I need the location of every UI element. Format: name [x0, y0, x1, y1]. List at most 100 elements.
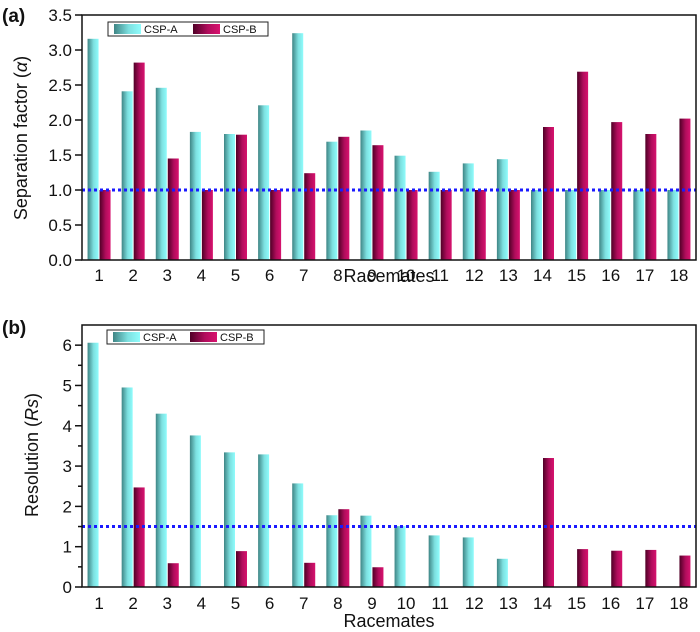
x-tick-label: 17 — [635, 266, 654, 285]
bar-csp-a-3 — [155, 87, 167, 260]
bar-csp-a-16 — [599, 190, 611, 260]
y-axis-title-symbol: Rs — [22, 399, 42, 421]
x-tick-label: 9 — [367, 266, 376, 285]
x-tick-label: 13 — [499, 594, 518, 613]
axes — [81, 324, 697, 588]
y-ticks: 0 1 2 3 4 5 6 — [63, 336, 82, 597]
y-tick-label: 0.0 — [48, 251, 72, 270]
bar-csp-a-4 — [189, 131, 201, 260]
legend-label-csp-b: CSP-B — [220, 332, 254, 344]
x-ticks: 1 2 3 4 5 6 7 8 9 10 11 12 13 14 15 16 17 18 — [94, 594, 688, 613]
bar-csp-b-9 — [372, 145, 384, 260]
bar-csp-a-1 — [87, 38, 99, 260]
bar-csp-a-5 — [224, 452, 235, 587]
y-tick-label: 3.0 — [48, 41, 72, 60]
bar-csp-a-3 — [155, 413, 167, 587]
x-tick-label: 4 — [197, 266, 206, 285]
bar-csp-a-2 — [121, 91, 133, 260]
bar-csp-b-7 — [304, 173, 316, 260]
y-axis-title-end: ) — [11, 56, 31, 62]
y-tick-label: 2 — [63, 497, 72, 516]
bar-csp-a-6 — [258, 454, 270, 587]
bar-csp-a-10 — [394, 155, 406, 260]
x-tick-label: 16 — [601, 266, 620, 285]
x-tick-label: 9 — [367, 594, 376, 613]
x-tick-label: 16 — [601, 594, 620, 613]
x-tick-label: 2 — [128, 266, 137, 285]
legend: CSP-A CSP-B — [107, 21, 269, 37]
x-axis-title: Racemates — [343, 611, 434, 631]
bar-csp-b-5 — [236, 551, 247, 587]
bar-csp-a-6 — [258, 105, 270, 260]
panel-label: (b) — [2, 318, 26, 339]
x-tick-label: 5 — [231, 594, 240, 613]
bar-csp-a-11 — [428, 535, 440, 587]
y-axis-title-main: Resolution ( — [22, 421, 42, 517]
panel-label: (a) — [2, 6, 25, 27]
x-tick-label: 15 — [567, 594, 586, 613]
y-tick-label: 3.5 — [48, 6, 72, 25]
bar-csp-b-11 — [440, 190, 452, 260]
bar-csp-b-1 — [99, 190, 111, 260]
bar-csp-b-6 — [270, 190, 282, 260]
x-tick-label: 12 — [465, 266, 484, 285]
bar-csp-a-7 — [292, 483, 304, 587]
bar-csp-b-16 — [611, 550, 623, 587]
bar-csp-b-9 — [372, 567, 384, 587]
bar-csp-b-12 — [474, 190, 486, 260]
x-tick-label: 10 — [397, 594, 416, 613]
x-tick-label: 6 — [265, 594, 274, 613]
bar-csp-a-12 — [462, 163, 474, 260]
legend-box — [106, 329, 265, 345]
y-tick-label: 2.5 — [48, 76, 72, 95]
x-tick-label: 15 — [567, 266, 586, 285]
y-tick-label: 0.5 — [48, 216, 72, 235]
bar-csp-a-13 — [496, 558, 508, 587]
y-ticks: 0.0 0.5 1.0 1.5 2.0 2.5 3.0 3.5 — [48, 6, 82, 270]
bar-csp-b-18 — [679, 555, 691, 587]
x-tick-label: 7 — [299, 594, 308, 613]
bar-csp-b-3 — [167, 563, 179, 587]
y-tick-label: 4 — [63, 417, 72, 436]
x-tick-label: 8 — [333, 594, 342, 613]
y-tick-label: 3 — [63, 457, 72, 476]
x-tick-label: 3 — [163, 594, 172, 613]
legend-swatch-csp-a — [114, 24, 141, 34]
bar-csp-a-11 — [428, 171, 440, 260]
bar-csp-a-17 — [633, 190, 645, 260]
x-tick-label: 1 — [94, 266, 103, 285]
bar-csp-b-14 — [543, 458, 554, 587]
x-tick-label: 3 — [163, 266, 172, 285]
bar-csp-b-2 — [133, 487, 145, 587]
x-tick-label: 18 — [669, 594, 688, 613]
y-axis-title: Separation factor (α) — [11, 56, 31, 220]
legend-box — [107, 21, 269, 37]
legend-label-csp-b: CSP-B — [223, 24, 257, 36]
x-tick-label: 13 — [499, 266, 518, 285]
bar-csp-b-15 — [577, 549, 589, 587]
legend-label-csp-a: CSP-A — [144, 24, 178, 36]
bar-csp-a-14 — [531, 190, 542, 260]
bar-csp-b-8 — [338, 509, 350, 587]
axes — [81, 14, 697, 261]
bar-csp-b-8 — [338, 136, 350, 260]
y-axis-title-main: Separation factor ( — [11, 72, 31, 220]
bars — [87, 33, 691, 261]
bar-csp-b-17 — [645, 549, 657, 587]
bar-csp-a-18 — [667, 190, 679, 260]
bar-csp-b-14 — [543, 127, 554, 260]
bar-csp-b-7 — [304, 562, 316, 587]
x-tick-label: 10 — [397, 266, 416, 285]
legend-swatch-csp-b — [190, 332, 217, 342]
bar-csp-b-10 — [406, 190, 418, 260]
y-axis-title-symbol: α — [11, 61, 31, 72]
x-tick-label: 1 — [94, 594, 103, 613]
bar-csp-a-13 — [496, 159, 508, 260]
y-tick-label: 1.5 — [48, 146, 72, 165]
bar-csp-b-13 — [508, 190, 520, 260]
bar-csp-b-4 — [201, 190, 213, 260]
x-tick-label: 8 — [333, 266, 342, 285]
legend-swatch-csp-b — [193, 24, 220, 34]
bar-csp-a-8 — [326, 515, 338, 587]
